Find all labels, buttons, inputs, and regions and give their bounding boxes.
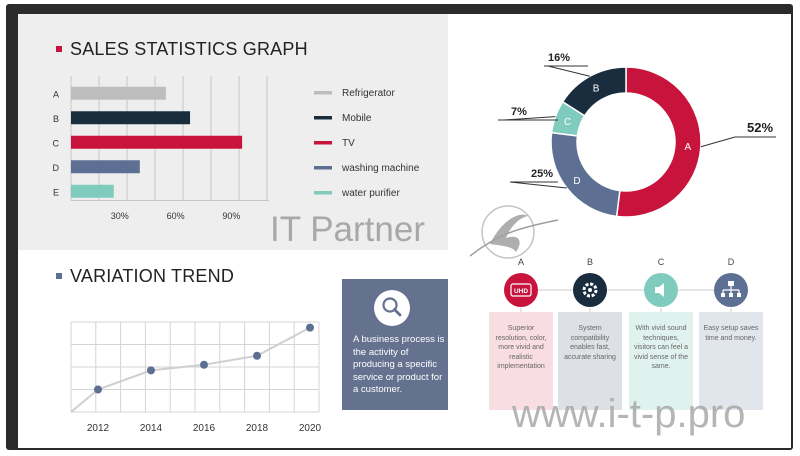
x-tick-label: 2020 xyxy=(299,423,322,434)
feature-card-a: Superior resolution, color, more vivid a… xyxy=(489,312,553,410)
watermark-brand: IT Partner xyxy=(270,210,425,249)
legend-label: washing machine xyxy=(341,163,420,174)
x-tick-label: 2016 xyxy=(193,423,216,434)
x-tick-label: 2014 xyxy=(140,423,163,434)
slice-percent-label: 7% xyxy=(511,106,527,118)
features-infographic: A UHD B C D xyxy=(504,257,748,320)
leader-line xyxy=(700,136,736,148)
data-point xyxy=(94,385,102,394)
feature-card-d: Easy setup saves time and money. xyxy=(699,312,763,410)
x-tick-label: 2018 xyxy=(246,423,269,434)
category-label: A xyxy=(53,89,59,99)
category-label: D xyxy=(53,163,60,173)
magnifier-badge xyxy=(374,290,410,326)
legend-label: Refrigerator xyxy=(342,88,395,99)
feature-letter: D xyxy=(728,257,735,267)
legend-label: TV xyxy=(342,138,355,149)
tv-screen: SALES STATISTICS GRAPH A B C D E 30% 60% 90% Ref… xyxy=(18,14,791,448)
data-point xyxy=(253,351,261,360)
trend-line-chart: 2012 2014 2016 2018 2020 xyxy=(70,321,322,434)
slice-percent-label: 25% xyxy=(531,168,553,180)
sales-title: SALES STATISTICS GRAPH xyxy=(70,39,308,59)
data-point xyxy=(200,360,208,369)
uhd-icon: UHD xyxy=(510,283,532,297)
legend-swatch xyxy=(314,191,332,195)
category-label: C xyxy=(53,138,60,148)
legend-swatch xyxy=(314,166,332,170)
svg-text:UHD: UHD xyxy=(514,288,528,295)
legend-label: water purifier xyxy=(341,188,400,199)
legend-swatch xyxy=(314,141,332,145)
gear-icon xyxy=(582,282,598,298)
watermark-url: www.i-t-p.pro xyxy=(512,392,746,436)
bar xyxy=(71,184,114,198)
network-icon xyxy=(721,281,741,297)
bar xyxy=(71,86,166,100)
feature-letter: B xyxy=(587,257,593,267)
slice-letter: C xyxy=(564,117,571,128)
trend-title-bullet xyxy=(56,273,62,279)
search-icon xyxy=(382,297,402,317)
feature-letter: A xyxy=(518,257,524,267)
bar xyxy=(71,111,191,125)
bar xyxy=(71,135,243,149)
feature-card-c: With vivid sound techniques, visitors ca… xyxy=(629,312,693,410)
speaker-icon xyxy=(655,283,664,297)
donut-slice xyxy=(561,66,627,117)
business-text: A business process is the activity of pr… xyxy=(353,334,445,395)
bar xyxy=(71,160,140,174)
sales-bar-chart: A B C D E 30% 60% 90% Refrigerator Mobile TV washin… xyxy=(53,76,420,221)
feature-circle xyxy=(504,273,538,307)
swoosh-logo xyxy=(469,205,559,259)
legend-swatch xyxy=(314,91,332,95)
data-point xyxy=(306,323,314,332)
sales-panel xyxy=(18,14,448,250)
slice-letter: D xyxy=(573,176,580,187)
legend-swatch xyxy=(314,116,332,120)
x-tick-label: 60% xyxy=(167,211,185,221)
slice-letter: B xyxy=(593,84,600,95)
data-point xyxy=(147,366,155,375)
category-label: E xyxy=(53,187,59,197)
slice-letter: A xyxy=(685,142,692,153)
leader-line xyxy=(509,181,567,189)
leader-line xyxy=(503,116,556,121)
category-label: B xyxy=(53,114,59,124)
donut-chart: A D C B 52% 25% 7% 16% xyxy=(498,52,776,218)
trend-title: VARIATION TREND xyxy=(70,266,235,286)
legend-label: Mobile xyxy=(342,113,372,124)
trend-line xyxy=(70,326,311,413)
tv-bezel: SALES STATISTICS GRAPH A B C D E 30% 60% 90% Ref… xyxy=(6,4,793,450)
feature-card-b: System compatibility enables fast, accur… xyxy=(558,312,622,410)
x-tick-label: 90% xyxy=(222,211,240,221)
x-tick-label: 30% xyxy=(111,211,129,221)
sales-title-bullet xyxy=(56,46,62,52)
slice-percent-label: 16% xyxy=(548,52,570,64)
x-tick-label: 2012 xyxy=(87,423,110,434)
donut-slice xyxy=(615,66,702,218)
slice-percent-label: 52% xyxy=(747,120,773,135)
leader-line xyxy=(547,65,590,77)
feature-letter: C xyxy=(658,257,665,267)
